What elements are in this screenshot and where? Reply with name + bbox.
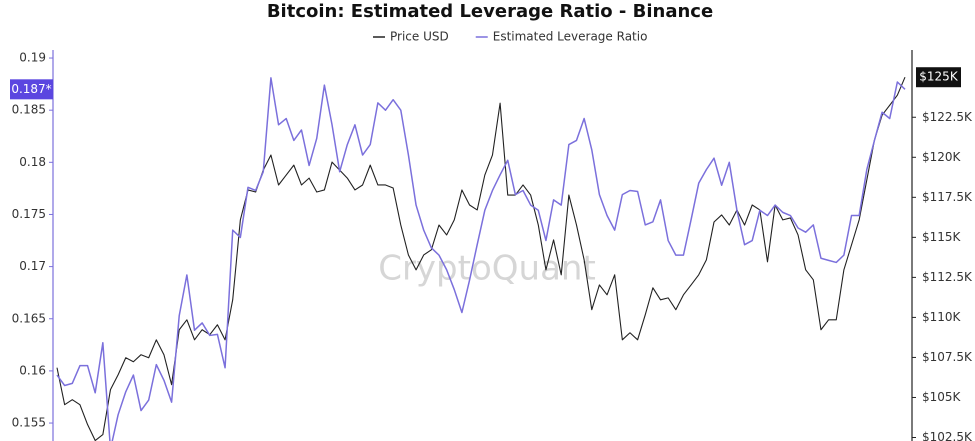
marker-label: 0.187* [11,82,51,96]
marker-box [10,79,53,100]
last-value-marker: $125K [916,67,961,88]
y-tick-label: 0.155 [12,416,46,430]
marker-box [916,67,961,88]
y2-tick-label: $102.5K [922,430,973,441]
y-tick-label: 0.19 [19,51,46,65]
y2-tick-label: $115K [922,230,962,244]
last-value-marker: 0.187* [10,79,53,100]
y-tick-label: 0.18 [19,155,46,169]
y-tick-label: 0.165 [12,311,46,325]
y2-tick-label: $120K [922,150,962,164]
y-tick-label: 0.16 [19,363,46,377]
series-line [56,77,906,441]
legend-label: Estimated Leverage Ratio [493,30,648,44]
y2-tick-label: $105K [922,390,962,404]
y-tick-label: 0.175 [12,207,46,221]
legend: Price USD Estimated Leverage Ratio [373,30,647,44]
y2-tick-label: $107.5K [922,350,973,364]
chart-title: Bitcoin: Estimated Leverage Ratio - Bina… [267,1,713,22]
y-tick-label: 0.17 [19,259,46,273]
legend-label: Price USD [390,30,449,44]
y2-tick-label: $122.5K [922,110,973,124]
series-line [56,77,906,441]
y-tick-label: 0.185 [12,103,46,117]
y2-tick-label: $112.5K [922,270,973,284]
y2-tick-label: $117.5K [922,190,973,204]
y2-tick-label: $110K [922,310,962,324]
marker-label: $125K [919,70,959,84]
